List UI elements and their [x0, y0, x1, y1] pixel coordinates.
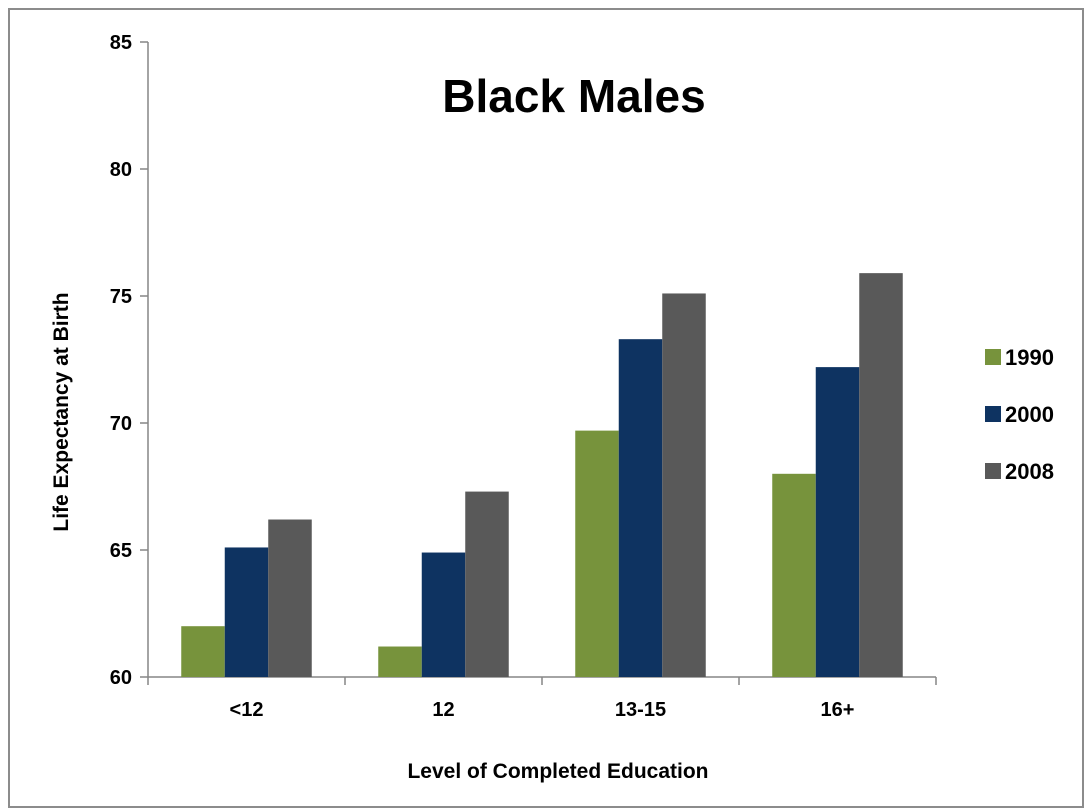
chart-title: Black Males [442, 70, 705, 122]
x-axis-title: Level of Completed Education [407, 760, 708, 783]
chart-frame: Black Males Life Expectancy at Birth Lev… [8, 8, 1084, 808]
x-tick-label: 16+ [821, 699, 855, 721]
y-tick-label: 70 [110, 413, 132, 435]
x-tick-label: 13-15 [615, 699, 666, 721]
legend-swatch-1990 [985, 349, 1001, 365]
bar-2008-<12 [268, 519, 312, 677]
y-axis-title: Life Expectancy at Birth [50, 292, 73, 531]
legend-swatch-2000 [985, 406, 1001, 422]
bar-1990-16+ [772, 473, 816, 677]
legend-label-1990: 1990 [1005, 345, 1054, 370]
y-tick-label: 80 [110, 159, 132, 181]
bar-2000-12 [421, 552, 466, 677]
bar-2008-16+ [859, 273, 903, 677]
bar-2008-13-15 [662, 293, 706, 677]
legend-swatch-2008 [985, 463, 1001, 479]
y-tick-label: 75 [110, 286, 132, 308]
bar-1990-<12 [181, 626, 225, 677]
legend-label-2000: 2000 [1005, 402, 1054, 427]
bar-chart: Black Males Life Expectancy at Birth Lev… [50, 32, 1054, 783]
x-tick-label: 12 [432, 699, 454, 721]
bar-2000-16+ [815, 367, 860, 677]
bar-1990-12 [378, 646, 422, 677]
bar-2000-13-15 [618, 339, 663, 677]
bar-2008-12 [465, 491, 509, 677]
y-tick-label: 65 [110, 540, 132, 562]
plot-area: 60 65 70 75 80 85 <12 12 13-15 16+ [110, 32, 937, 721]
y-tick-label: 85 [110, 32, 132, 54]
legend-label-2008: 2008 [1005, 459, 1054, 484]
x-tick-label: <12 [230, 699, 264, 721]
bar-2000-<12 [224, 547, 269, 677]
bar-1990-13-15 [575, 430, 619, 677]
y-tick-label: 60 [110, 667, 132, 689]
legend: 1990 2000 2008 [985, 345, 1054, 484]
